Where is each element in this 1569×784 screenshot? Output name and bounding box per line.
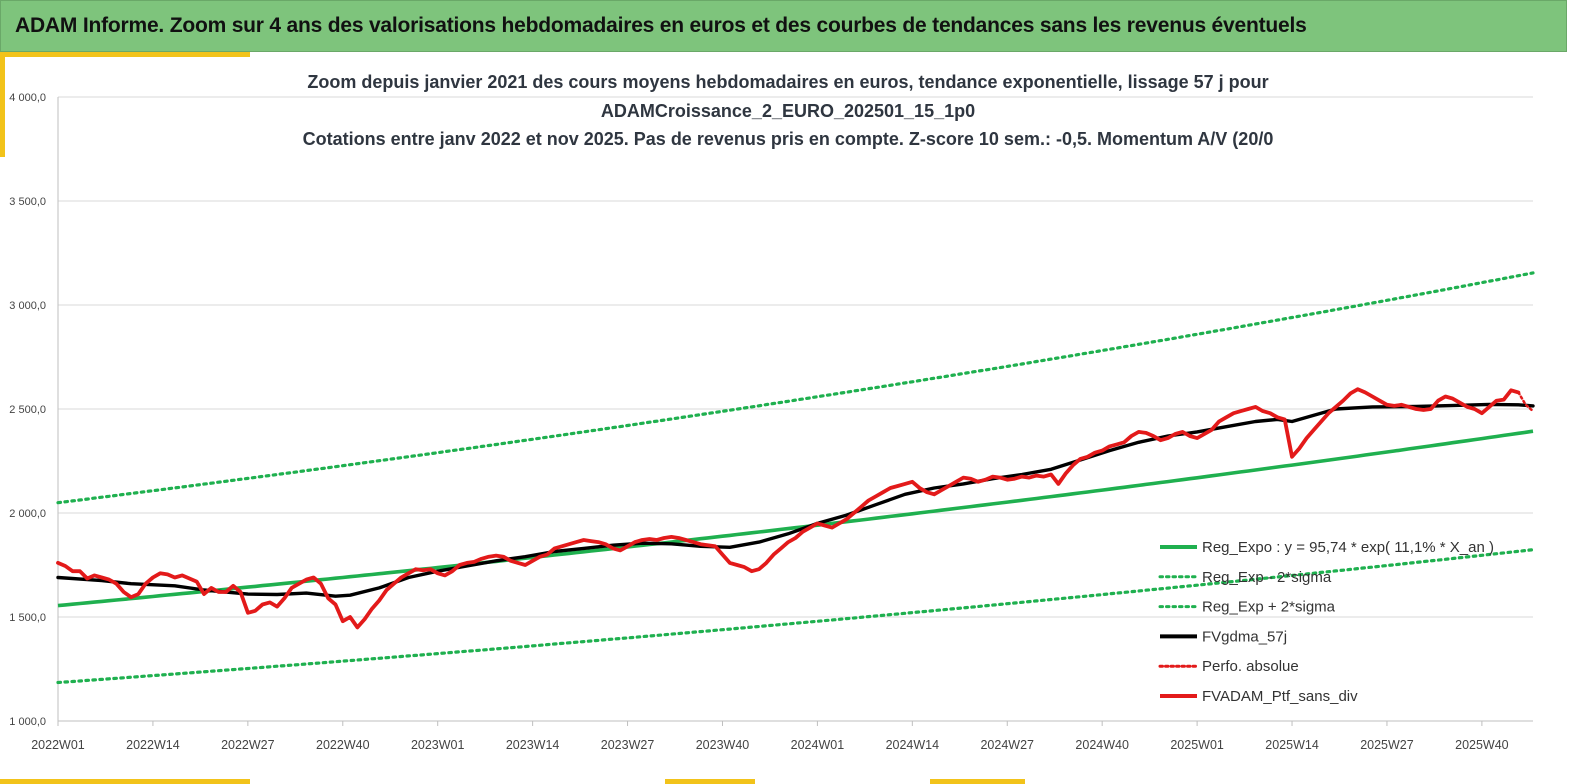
x-tick-label: 2025W40 [1455, 738, 1509, 752]
chart: Zoom depuis janvier 2021 des cours moyen… [9, 72, 1535, 752]
legend-label-trend[interactable]: Reg_Expo : y = 95,74 * exp( 11,1% * X_an… [1202, 539, 1494, 556]
x-tick-label: 2024W01 [791, 738, 845, 752]
x-tick-label: 2022W40 [316, 738, 370, 752]
x-tick-label: 2022W01 [31, 738, 85, 752]
banner-title: ADAM Informe. Zoom sur 4 ans des valoris… [15, 14, 1307, 37]
y-tick-label: 1 000,0 [9, 716, 46, 728]
y-axis-ticks: 1 000,0 1 500,0 2 000,0 2 500,0 3 000,0 3 500… [9, 92, 46, 728]
accent-stripe-bottom-2 [665, 779, 755, 784]
y-tick-label: 3 500,0 [9, 196, 46, 208]
x-axis-ticks: 2022W01 2022W14 2022W27 2022W40 2023W01 2023W… [31, 721, 1509, 752]
series-reg-exp-minus-2sigma [56, 548, 1535, 685]
y-tick-label: 1 500,0 [9, 612, 46, 624]
legend-label-upper[interactable]: Reg_Exp + 2*sigma [1202, 599, 1336, 616]
x-tick-label: 2024W40 [1075, 738, 1129, 752]
x-tick-label: 2023W27 [601, 738, 655, 752]
legend-label-price[interactable]: FVADAM_Ptf_sans_div [1202, 688, 1358, 705]
x-tick-label: 2025W01 [1170, 738, 1224, 752]
series-reg-exp-plus-2sigma [56, 271, 1535, 505]
x-tick-label: 2025W14 [1265, 738, 1319, 752]
legend[interactable]: Reg_Expo : y = 95,74 * exp( 11,1% * X_an… [1158, 539, 1494, 705]
chart-title: Zoom depuis janvier 2021 des cours moyen… [303, 72, 1274, 149]
accent-stripe-left [0, 57, 5, 157]
legend-label-smooth[interactable]: FVgdma_57j [1202, 628, 1287, 645]
x-tick-label: 2023W40 [696, 738, 750, 752]
x-tick-label: 2022W14 [126, 738, 180, 752]
x-tick-label: 2023W01 [411, 738, 465, 752]
accent-stripe-bottom [0, 779, 250, 784]
legend-label-perf[interactable]: Perfo. absolue [1202, 658, 1299, 675]
x-tick-label: 2025W27 [1360, 738, 1414, 752]
series-layer [56, 271, 1535, 685]
chart-title-line-1: Zoom depuis janvier 2021 des cours moyen… [307, 72, 1268, 92]
accent-stripe-top [0, 52, 250, 57]
y-tick-label: 2 000,0 [9, 508, 46, 520]
banner: ADAM Informe. Zoom sur 4 ans des valoris… [0, 0, 1567, 52]
x-tick-label: 2024W27 [980, 738, 1034, 752]
y-tick-label: 2 500,0 [9, 404, 46, 416]
x-tick-label: 2024W14 [886, 738, 940, 752]
legend-label-lower[interactable]: Reg_Exp - 2*sigma [1202, 569, 1332, 586]
y-tick-label: 3 000,0 [9, 300, 46, 312]
gridlines [57, 96, 1533, 722]
y-tick-label: 4 000,0 [9, 92, 46, 104]
chart-title-line-3: Cotations entre janv 2022 et nov 2025. P… [303, 129, 1274, 149]
series-perfo-absolue [1517, 391, 1535, 413]
accent-stripe-bottom-3 [930, 779, 1025, 784]
x-tick-label: 2023W14 [506, 738, 560, 752]
series-fvadam-ptf-sans-div [56, 387, 1521, 630]
chart-title-line-2: ADAMCroissance_2_EURO_202501_15_1p0 [601, 101, 975, 121]
x-tick-label: 2022W27 [221, 738, 275, 752]
